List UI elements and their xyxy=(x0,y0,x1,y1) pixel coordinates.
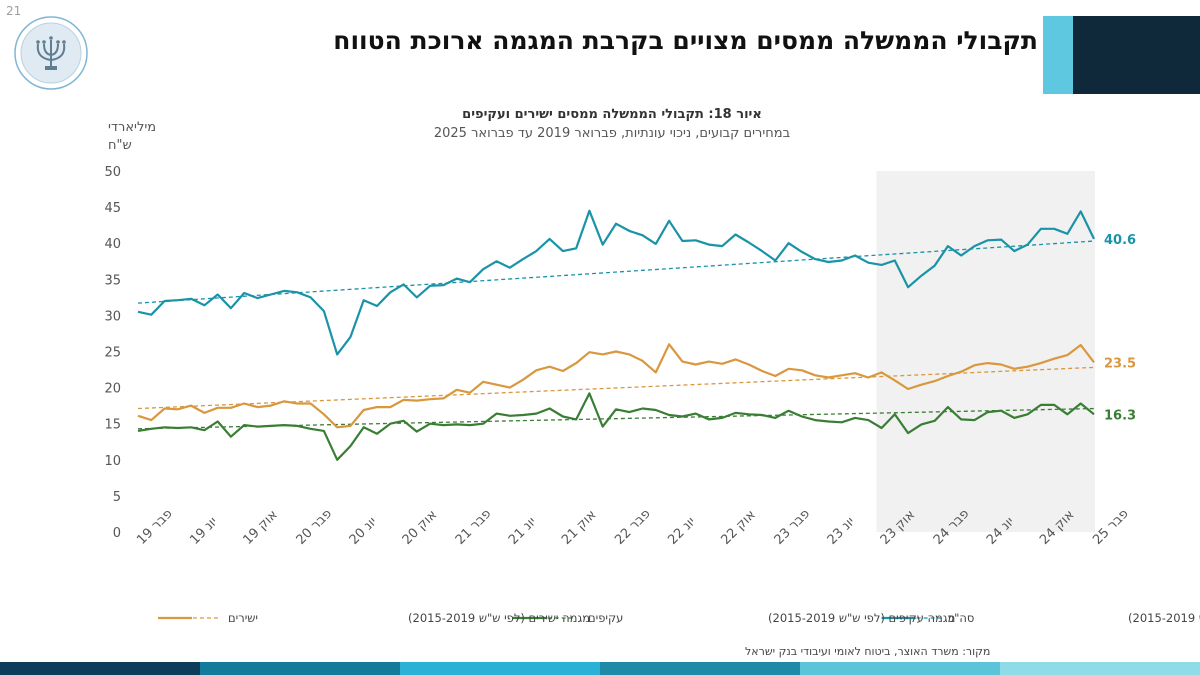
corner-accent-dark xyxy=(1073,16,1200,94)
footer-segment xyxy=(400,662,600,675)
source-note: מקור: משרד האוצר, ביטוח לאומי ועיבודי בנ… xyxy=(745,645,990,658)
x-tick-label: אוק 19 xyxy=(240,507,280,547)
legend-label: מגמה ישירים (לפי ש"ש 2015-2019) xyxy=(408,611,590,625)
end-labels: 40.6 16.3 23.5 xyxy=(1104,233,1136,423)
chart-subtitle: במחירים קבועים, ניכוי עונתיות, פברואר 20… xyxy=(434,126,790,141)
x-tick-label: פבר 20 xyxy=(294,506,335,547)
x-tick-label: יונ 22 xyxy=(665,514,699,548)
legend-item-indirect: עקיפים xyxy=(512,611,623,625)
bank-of-israel-logo xyxy=(14,16,88,90)
trend-line-total_trend xyxy=(137,240,1095,304)
trend-line-direct_trend xyxy=(137,366,1095,410)
slide-title: תקבולי הממשלה ממסים מצויים בקרבת המגמה א… xyxy=(333,26,1038,55)
legend-item-total: סה"כ xyxy=(881,611,974,625)
x-tick-label: פבר 19 xyxy=(134,506,175,547)
legend-item-direct_trend: מגמה ישירים (לפי ש"ש 2015-2019) xyxy=(185,611,590,625)
chart-title: איור 18: תקבולי הממשלה ממסים ישירים ועקי… xyxy=(462,107,762,122)
recent-period-shading xyxy=(876,171,1095,532)
footer-segment xyxy=(0,662,200,675)
legend-label: סה"כ xyxy=(948,611,974,625)
footer-color-bar xyxy=(0,662,1200,675)
y-tick-label: 20 xyxy=(104,382,121,397)
legend-label: עקיפים xyxy=(588,611,623,625)
y-tick-label: 15 xyxy=(104,418,121,433)
footer-segment xyxy=(800,662,1000,675)
footer-segment xyxy=(200,662,400,675)
y-tick-label: 45 xyxy=(104,201,121,216)
x-tick-label: יונ 20 xyxy=(347,514,381,548)
y-axis-label-line2: ש"ח xyxy=(108,138,132,153)
y-tick-label: 40 xyxy=(104,237,121,252)
y-tick-label: 5 xyxy=(113,490,121,505)
x-tick-label: אוק 20 xyxy=(400,507,440,547)
legend-label: מגמה עקיפים (לפי ש"ש 2015-2019) xyxy=(768,611,955,625)
y-tick-label: 30 xyxy=(104,309,121,324)
legend-item-total_trend: מגמה סה"כ (לפי ש"ש 2015-2019) xyxy=(909,611,1200,625)
x-tick-label: פבר 21 xyxy=(453,506,494,547)
end-label-indirect: 16.3 xyxy=(1104,408,1136,423)
series-line-direct xyxy=(137,343,1095,429)
legend-item-indirect_trend: מגמה עקיפים (לפי ש"ש 2015-2019) xyxy=(540,611,955,625)
x-tick-label: יונ 23 xyxy=(825,514,859,548)
end-label-direct: 23.5 xyxy=(1104,356,1136,371)
y-tick-label: 10 xyxy=(104,454,121,469)
series-line-total xyxy=(137,209,1095,356)
trend-line-indirect_trend xyxy=(137,407,1095,430)
legend-label: מגמה סה"כ (לפי ש"ש 2015-2019) xyxy=(1128,611,1200,625)
end-label-total: 40.6 xyxy=(1104,233,1136,248)
footer-segment xyxy=(600,662,800,675)
series-layer xyxy=(137,209,1095,461)
x-tick-label: פבר 25 xyxy=(1090,506,1131,547)
y-tick-label: 35 xyxy=(104,273,121,288)
x-tick-label: פבר 22 xyxy=(612,506,653,547)
legend-label: ישירים xyxy=(228,611,258,625)
y-tick-label: 0 xyxy=(113,526,121,541)
slide-number: 21 xyxy=(6,4,22,18)
x-tick-label: אוק 22 xyxy=(718,507,758,547)
series-line-indirect xyxy=(137,392,1095,461)
y-axis-label-line1: מיליארדי xyxy=(108,120,156,135)
x-tick-label: פבר 23 xyxy=(772,506,813,547)
footer-segment xyxy=(1000,662,1200,675)
x-tick-label: אוק 21 xyxy=(559,507,599,547)
y-tick-label: 25 xyxy=(104,346,121,361)
corner-accent-light xyxy=(1043,16,1073,94)
y-tick-label: 50 xyxy=(104,165,121,180)
legend-item-direct: ישירים xyxy=(158,611,258,625)
x-tick-label: יונ 21 xyxy=(506,514,540,548)
x-tick-label: יונ 19 xyxy=(187,514,221,548)
y-axis: 0 5 10 15 20 25 30 35 40 45 50 xyxy=(104,165,121,541)
